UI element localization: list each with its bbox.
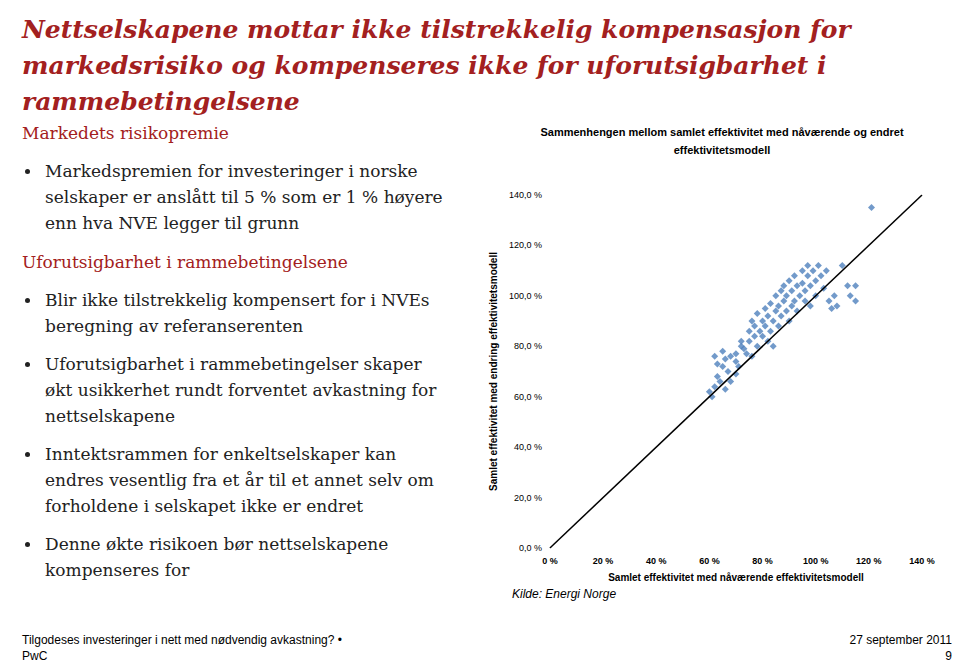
html-text:kompenseres for: kompenseres for <box>45 560 190 580</box>
svg-text:40,0 %: 40,0 % <box>514 442 542 452</box>
html-text:Inntektsrammen for enkeltselsk: Inntektsrammen for enkeltselskaper kan <box>45 444 397 464</box>
svg-text:120 %: 120 % <box>856 556 882 566</box>
svg-text:140 %: 140 % <box>909 556 935 566</box>
html-text:Blir ikke tilstrekkelig kompen: Blir ikke tilstrekkelig kompensert for i… <box>45 290 430 310</box>
svg-text:80 %: 80 % <box>752 556 773 566</box>
html-text:beregning av referanserenten: beregning av referanserenten <box>45 316 304 336</box>
html-text:økt usikkerhet rundt forventet: økt usikkerhet rundt forventet avkastnin… <box>45 380 437 400</box>
html-text:27 september 2011: 27 september 2011 <box>849 633 952 647</box>
html-text:endres vesentlig fra et år til: endres vesentlig fra et år til et annet … <box>45 470 434 490</box>
svg-text:0 %: 0 % <box>542 556 558 566</box>
html-text:Nettselskapene mottar ikke til: Nettselskapene mottar ikke tilstrekkelig… <box>22 15 851 44</box>
svg-text:100,0 %: 100,0 % <box>509 291 542 301</box>
html-text:Markedets risikopremie: Markedets risikopremie <box>22 123 229 143</box>
html-text:enn hva NVE legger til grunn: enn hva NVE legger til grunn <box>45 213 300 233</box>
svg-text:Samlet effektivitet med endrin: Samlet effektivitet med endring effektiv… <box>488 252 499 491</box>
svg-text:100 %: 100 % <box>803 556 829 566</box>
svg-text:effektivitetsmodell: effektivitetsmodell <box>674 144 771 156</box>
svg-text:20 %: 20 % <box>593 556 614 566</box>
html-text:Denne økte risikoen bør nettse: Denne økte risikoen bør nettselskapene <box>45 534 389 554</box>
svg-text:60,0 %: 60,0 % <box>514 392 542 402</box>
svg-text:Samlet effektivitet med nåvære: Samlet effektivitet med nåværende effekt… <box>608 572 864 583</box>
svg-text:140,0 %: 140,0 % <box>509 190 542 200</box>
html-text:markedsrisiko og kompenseres i: markedsrisiko og kompenseres ikke for uf… <box>22 51 827 80</box>
svg-text:80,0 %: 80,0 % <box>514 341 542 351</box>
html-text:rammebetingelsene: rammebetingelsene <box>22 87 300 116</box>
html-text:Uforutsigbarhet i rammebetinge: Uforutsigbarhet i rammebetingelser skape… <box>45 354 422 374</box>
svg-text:120,0 %: 120,0 % <box>509 240 542 250</box>
html-text:Uforutsigbarhet i rammebetinge: Uforutsigbarhet i rammebetingelsene <box>22 252 348 272</box>
svg-text:40 %: 40 % <box>646 556 667 566</box>
svg-text:60 %: 60 % <box>699 556 720 566</box>
html-text:Kilde: Energi Norge: Kilde: Energi Norge <box>512 587 617 601</box>
html-text:9: 9 <box>945 649 952 663</box>
html-text:forholdene i selskapet ikke er: forholdene i selskapet ikke er endret <box>45 496 363 516</box>
html-text:nettselskapene: nettselskapene <box>45 406 175 426</box>
svg-text:Sammenhengen mellom samlet eff: Sammenhengen mellom samlet effektivitet … <box>540 126 903 138</box>
svg-text:0,0 %: 0,0 % <box>519 543 542 553</box>
html-text:selskaper er anslått til 5 % s: selskaper er anslått til 5 % som er 1 % … <box>45 187 443 207</box>
html-text:Tilgodeses investeringer i net: Tilgodeses investeringer i nett med nødv… <box>22 633 342 647</box>
html-text:PwC: PwC <box>22 649 48 663</box>
svg-text:20,0 %: 20,0 % <box>514 493 542 503</box>
html-text:Markedspremien for investering: Markedspremien for investeringer i norsk… <box>45 161 418 181</box>
